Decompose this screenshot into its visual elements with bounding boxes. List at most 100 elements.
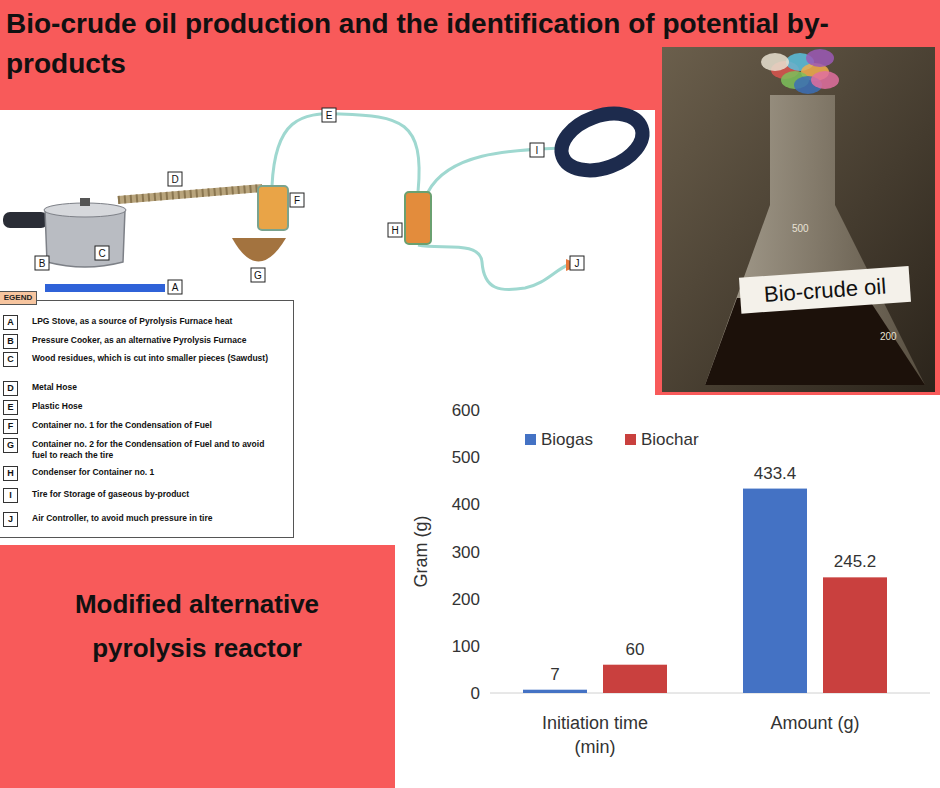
- legend-letter: G: [3, 438, 18, 453]
- part-letter: H: [391, 225, 398, 236]
- photo-background: [662, 47, 935, 392]
- legend-text: Condenser for Container no. 1: [32, 467, 280, 478]
- legend-label: Biogas: [541, 430, 593, 449]
- diagram-caption: Modified alternative pyrolysis reactor: [37, 582, 357, 670]
- x-tick-line: Amount (g): [770, 713, 859, 733]
- part-letter-box: [168, 172, 182, 186]
- part-letter: G: [254, 270, 262, 281]
- part-letter-box: [251, 268, 265, 282]
- x-tick-label: Amount (g): [770, 713, 859, 733]
- y-tick-label: 300: [452, 543, 480, 562]
- photo: Bio-crude oil 500 200: [662, 47, 935, 392]
- bar: [603, 665, 667, 693]
- part-letter: B: [39, 258, 46, 269]
- y-tick-label: 200: [452, 590, 480, 609]
- legend: Biogas Biochar: [525, 430, 699, 449]
- metal-hose-ridges: [118, 188, 262, 200]
- part-letter-box: [322, 108, 336, 122]
- x-tick-label: Initiation time (min): [542, 713, 648, 757]
- part-letter: D: [171, 174, 178, 185]
- bar-chart: 0 100 200 300 400 500 600 Gram (g) 7 433.4 60 245.2…: [395, 395, 940, 788]
- part-letter-box: [570, 256, 584, 270]
- part-letter-box: [168, 280, 182, 294]
- legend-letter: I: [3, 488, 18, 503]
- part-letter: F: [294, 195, 300, 206]
- pressure-cooker: [45, 210, 125, 267]
- data-label: 60: [626, 640, 645, 659]
- legend-letter: C: [3, 352, 18, 367]
- legend-text: Wood residues, which is cut into smaller…: [32, 353, 280, 364]
- stopper-fiber: [806, 49, 834, 67]
- legend-text: Container no. 2 for the Condensation of …: [32, 439, 280, 461]
- y-tick-label: 0: [471, 684, 480, 703]
- volume-mark: 200: [880, 331, 897, 342]
- part-letter: A: [172, 282, 179, 293]
- legend-swatch: [525, 434, 536, 445]
- condenser: [405, 192, 431, 244]
- legend-text: Plastic Hose: [32, 401, 280, 412]
- bowl: [232, 238, 286, 262]
- data-labels: 7 433.4 60 245.2: [550, 464, 876, 684]
- part-letter-box: [95, 246, 109, 260]
- legend-title: EGEND: [0, 291, 37, 305]
- lpg-stove: [45, 284, 165, 292]
- legend-letter: A: [3, 315, 18, 330]
- data-label: 7: [550, 665, 559, 684]
- volume-mark: 500: [792, 223, 809, 234]
- caption-box: [0, 545, 395, 788]
- part-letter: C: [98, 248, 105, 259]
- y-tick-label: 400: [452, 495, 480, 514]
- x-tick-line: (min): [575, 737, 616, 757]
- legend-text: LPG Stove, as a source of Pyrolysis Furn…: [32, 316, 280, 327]
- data-label: 433.4: [754, 464, 797, 483]
- tire: [554, 103, 651, 181]
- hose-to-controller: [418, 245, 568, 290]
- part-letter: I: [536, 145, 539, 156]
- flask-label-paper: [739, 266, 911, 314]
- legend-swatch: [625, 434, 636, 445]
- bars: [523, 489, 887, 693]
- legend-text: Tire for Storage of gaseous by-product: [32, 489, 280, 500]
- part-letter-box: [388, 223, 402, 237]
- page: {"header": {"title": "Bio-crude oil prod…: [0, 0, 940, 788]
- data-label: 245.2: [834, 552, 877, 571]
- bar: [823, 577, 887, 693]
- legend-letter: J: [3, 512, 18, 527]
- legend-letter: E: [3, 400, 18, 415]
- part-letter: J: [575, 258, 580, 269]
- flask: [705, 95, 925, 385]
- bar: [523, 690, 587, 693]
- main-title: Bio-crude oil production and the identif…: [6, 4, 886, 84]
- legend-letter: D: [3, 381, 18, 396]
- legend-table: A LPG Stove, as a source of Pyrolysis Fur…: [0, 300, 294, 538]
- flask-label: Bio-crude oil: [763, 274, 887, 307]
- legend-letter: H: [3, 466, 18, 481]
- x-tick-line: Initiation time: [542, 713, 648, 733]
- stopper-fiber: [811, 71, 839, 89]
- part-letter-box: [35, 256, 49, 270]
- container-1: [258, 186, 288, 230]
- y-tick-label: 100: [452, 637, 480, 656]
- part-letter-box: [290, 193, 304, 207]
- stopper-fiber: [761, 53, 789, 71]
- flask-liquid: [705, 298, 925, 385]
- y-tick-label: 500: [452, 448, 480, 467]
- legend-text: Air Controller, to avoid much pressure i…: [32, 513, 280, 524]
- legend-text: Container no. 1 for the Condensation of …: [32, 420, 280, 431]
- y-axis-label: Gram (g): [411, 516, 431, 588]
- cooker-handle: [3, 212, 48, 228]
- legend-text: Metal Hose: [32, 382, 280, 393]
- y-tick-label: 600: [452, 401, 480, 420]
- part-letter: E: [326, 110, 333, 121]
- legend-letter: F: [3, 419, 18, 434]
- flask-label-group: Bio-crude oil: [739, 266, 911, 314]
- legend-text: Pressure Cooker, as an alternative Pyrol…: [32, 335, 280, 346]
- part-letter-box: [530, 143, 544, 157]
- reactor-diagram: A B C D E F G H I J: [3, 103, 650, 294]
- legend-letter: B: [3, 334, 18, 349]
- plastic-hose: [272, 114, 419, 192]
- bar: [743, 489, 807, 693]
- legend-label: Biochar: [641, 430, 699, 449]
- cooker-knob: [80, 198, 90, 206]
- photo-frame: [655, 40, 940, 398]
